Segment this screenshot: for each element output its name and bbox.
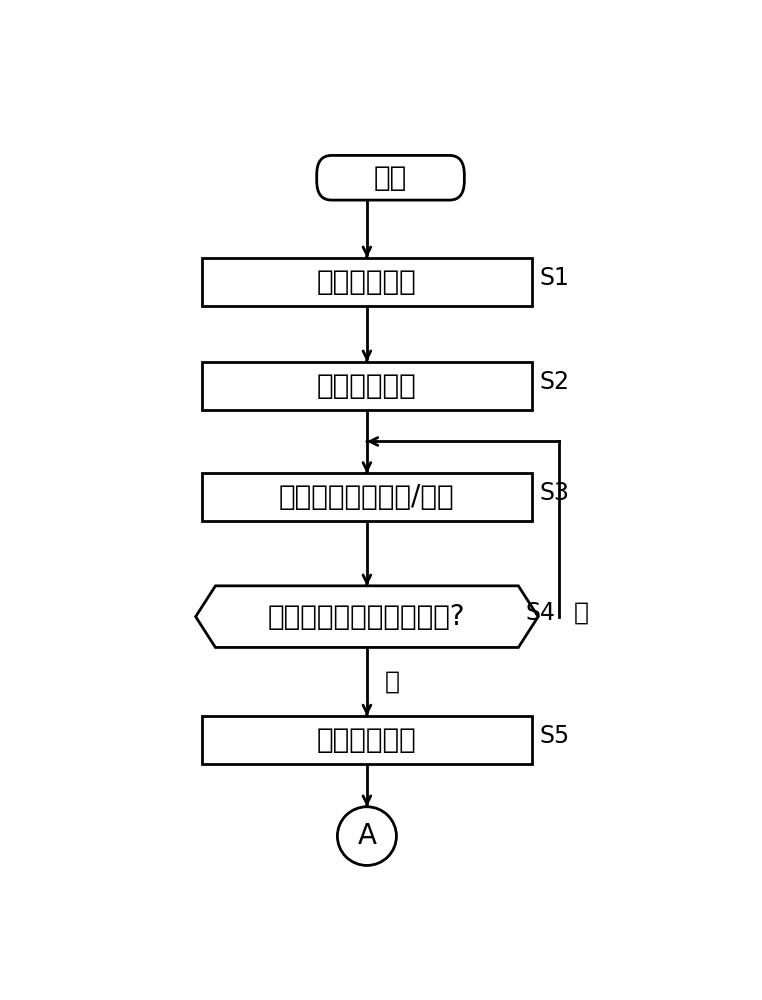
- Bar: [201, 258, 533, 306]
- Text: S3: S3: [540, 481, 570, 505]
- Polygon shape: [196, 586, 538, 647]
- Text: S2: S2: [540, 370, 570, 394]
- Text: S5: S5: [540, 724, 570, 748]
- Text: 否: 否: [574, 601, 588, 625]
- Bar: [201, 473, 533, 521]
- Bar: [201, 716, 533, 764]
- Ellipse shape: [338, 807, 396, 865]
- Text: 是: 是: [385, 670, 399, 694]
- Text: S4: S4: [526, 601, 555, 625]
- Text: 接受了操作者的输入操作?: 接受了操作者的输入操作?: [268, 603, 466, 631]
- Bar: [201, 362, 533, 410]
- Text: 加工路径的可视化/显示: 加工路径的可视化/显示: [279, 483, 455, 511]
- Text: A: A: [357, 822, 376, 850]
- Text: 输出操作数据: 输出操作数据: [317, 726, 417, 754]
- Text: S1: S1: [540, 266, 570, 290]
- Text: 读出加工程序: 读出加工程序: [317, 268, 417, 296]
- Text: 取得路径信息: 取得路径信息: [317, 372, 417, 400]
- Text: 开始: 开始: [374, 164, 407, 192]
- FancyBboxPatch shape: [317, 155, 464, 200]
